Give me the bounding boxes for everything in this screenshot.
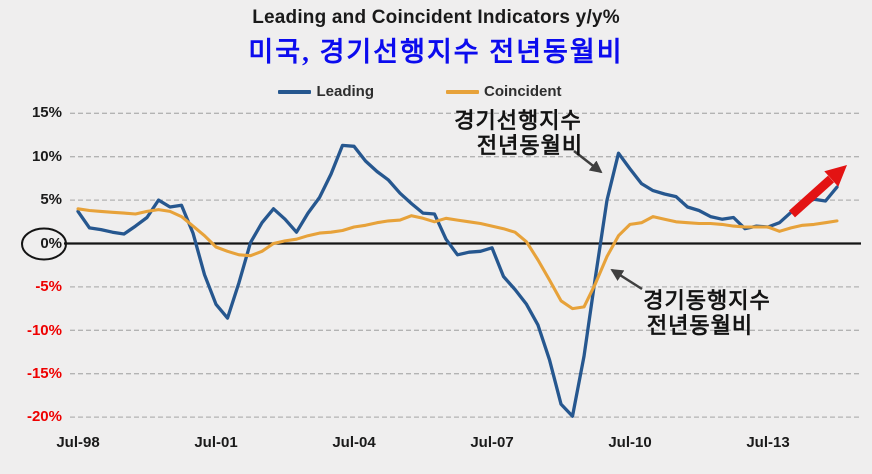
leading-note-arrow-icon: [573, 150, 603, 174]
x-tick-label: Jul-01: [194, 434, 238, 451]
y-tick-label: 10%: [31, 148, 62, 165]
legend-label-coincident: Coincident: [484, 83, 562, 100]
x-tick-label: Jul-98: [56, 434, 100, 451]
leading-note-line1: 경기선행지수: [454, 108, 582, 133]
chart-title: Leading and Coincident Indicators y/y%: [252, 7, 620, 28]
uptrend-arrow-icon: [788, 165, 847, 218]
coincident-note-arrow-icon: [610, 268, 643, 291]
leading-line-swatch-icon: [278, 89, 312, 94]
y-tick-label: 0%: [40, 235, 62, 252]
legend: Leading Coincident: [0, 83, 856, 100]
x-tick-label: Jul-13: [746, 434, 790, 451]
y-tick-label: -20%: [26, 408, 62, 425]
plot-area: [64, 112, 861, 418]
y-tick-label: -10%: [26, 322, 62, 339]
x-tick-label: Jul-04: [332, 434, 376, 451]
leading-note-line2: 전년동월비: [476, 133, 584, 158]
coincident-note-line2: 전년동월비: [646, 313, 754, 338]
y-tick-label: 15%: [31, 104, 62, 121]
zero-circle-annotation: [21, 227, 67, 261]
series-line-leading: [76, 143, 839, 418]
y-tick-label: -15%: [26, 365, 62, 382]
coincident-note: 경기동행지수 전년동월비: [600, 288, 814, 338]
x-tick-label: Jul-07: [470, 434, 514, 451]
x-tick-label: Jul-10: [608, 434, 652, 451]
leading-note: 경기선행지수 전년동월비: [408, 108, 628, 158]
y-tick-label: -5%: [35, 278, 62, 295]
coincident-line-swatch-icon: [446, 89, 479, 94]
legend-item-leading: Leading: [278, 83, 374, 100]
coincident-note-line1: 경기동행지수: [643, 288, 771, 313]
series-line-coincident: [76, 207, 839, 311]
legend-label-leading: Leading: [316, 83, 374, 100]
chart-subtitle-korean: 미국, 경기선행지수 전년동월비: [248, 37, 624, 67]
legend-item-coincident: Coincident: [446, 83, 562, 100]
y-tick-label: 5%: [40, 191, 62, 208]
